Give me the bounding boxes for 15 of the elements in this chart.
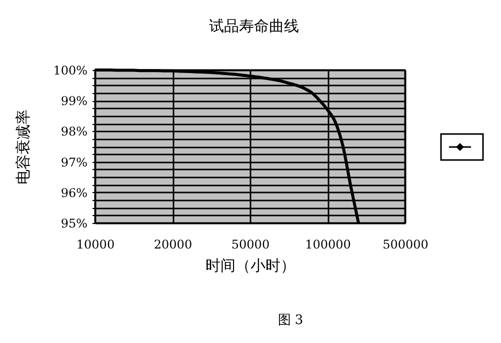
y-tick-label: 99% <box>60 94 88 108</box>
y-tick-label: 95% <box>60 216 88 230</box>
x-tick-label: 50000 <box>231 238 270 252</box>
x-tick-label: 20000 <box>154 238 192 252</box>
y-tick-label: 100% <box>53 64 88 78</box>
x-axis-title: 时间（小时） <box>206 256 296 274</box>
y-tick-label: 98% <box>60 124 88 139</box>
x-tick-label: 100000 <box>305 238 351 252</box>
y-tick-label: 96% <box>60 186 88 200</box>
chart-title: 试品寿命曲线 <box>209 17 299 35</box>
x-tick-label: 10000 <box>76 238 115 252</box>
y-tick-label: 97% <box>60 155 88 170</box>
x-tick-label: 500000 <box>382 238 428 252</box>
caption: 图 3 <box>276 313 304 329</box>
y-axis-title: 电容衰减率 <box>14 110 32 184</box>
